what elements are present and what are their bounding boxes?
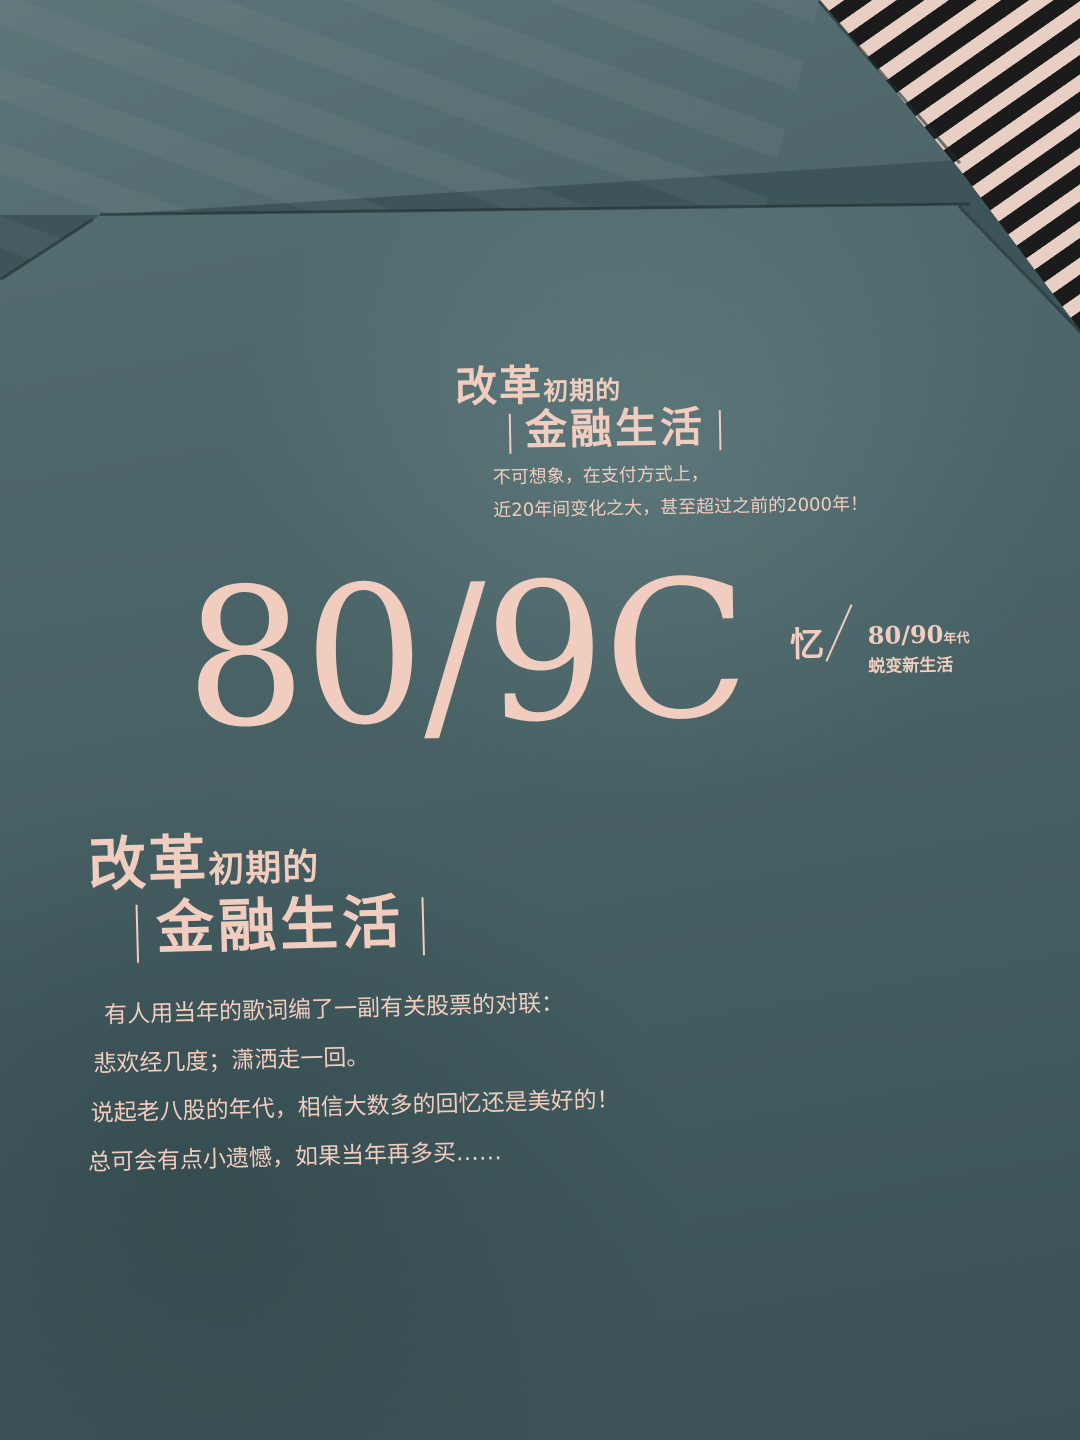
divider-bar	[718, 410, 722, 451]
paragraph: 有人用当年的歌词编了一副有关股票的对联： 悲欢经几度；潇洒走一回。 说起老八股的…	[84, 978, 622, 1188]
subtitle-1-line2: 近20年间变化之大，甚至超过之前的2000年！	[493, 493, 869, 522]
divider-bar	[421, 897, 425, 956]
heading-2-line2: 金融生活	[155, 887, 405, 963]
heading-1-bottom: 金融生活	[494, 393, 735, 458]
heading-1-line2: 金融生活	[524, 402, 706, 455]
heading-2-bottom: 金融生活	[117, 874, 443, 966]
divider-bar	[135, 904, 140, 963]
era-tag: 年代	[943, 631, 970, 647]
big-number: 80/9C	[183, 539, 749, 770]
divider-bar	[508, 413, 512, 454]
era-line2: 蜕变新生活	[868, 655, 954, 677]
era-number: 80/90	[867, 619, 944, 650]
subtitle-1: 不可想象，在支付方式上， 近20年间变化之大，甚至超过之前的2000年！	[492, 455, 869, 528]
memory-char: 忆	[789, 624, 825, 666]
era-label: 80/90年代 蜕变新生活	[868, 619, 971, 677]
